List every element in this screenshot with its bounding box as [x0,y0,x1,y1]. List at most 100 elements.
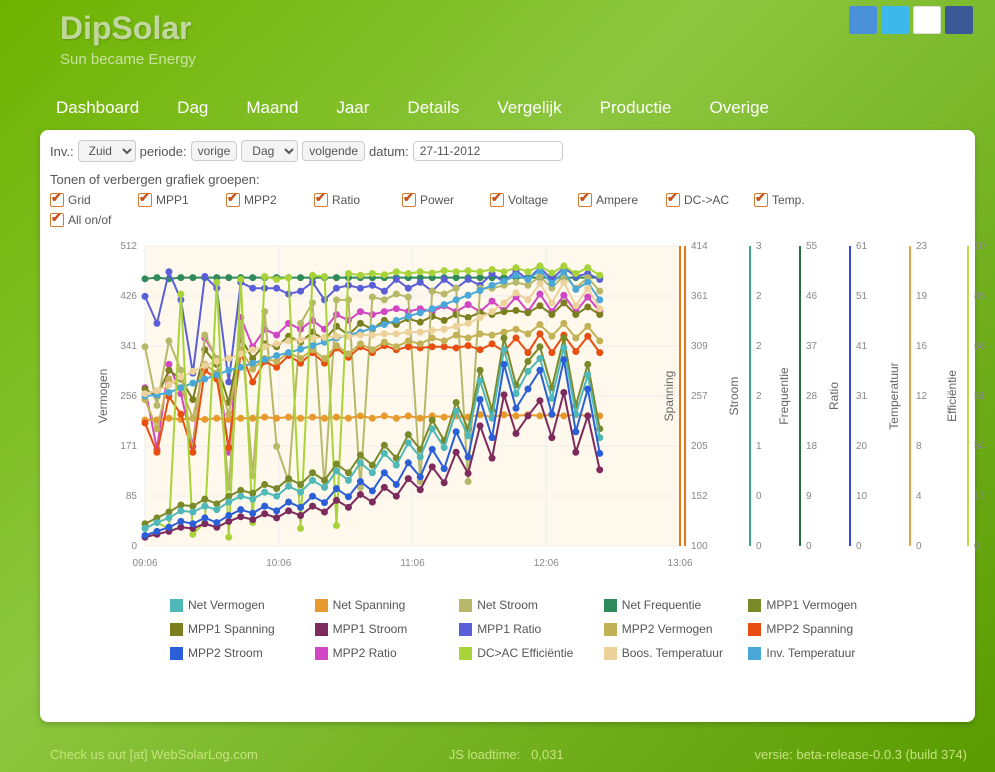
toggle-ampere[interactable]: Ampere [578,193,666,207]
toggle-power[interactable]: Power [402,193,490,207]
svg-text:1: 1 [756,441,762,452]
legend-swatch [315,647,328,660]
social-flickr-icon[interactable] [913,6,941,34]
svg-text:0: 0 [131,541,137,552]
svg-text:51: 51 [856,291,868,302]
legend-swatch [604,647,617,660]
nav-overige[interactable]: Overige [703,92,801,132]
toggle-ratio[interactable]: Ratio [314,193,402,207]
chart-area: 09:0610:0611:0612:0613:06085171256341426… [50,241,965,586]
svg-text:257: 257 [691,391,708,402]
nav-details[interactable]: Details [401,92,491,132]
svg-text:309: 309 [691,341,708,352]
svg-text:61: 61 [856,241,868,252]
toggle-grid[interactable]: Grid [50,193,138,207]
svg-text:51: 51 [974,391,985,402]
legend-item[interactable]: Net Frequentie [604,598,741,612]
svg-text:Ratio: Ratio [827,382,841,410]
prev-button[interactable]: vorige [191,141,238,161]
svg-text:16: 16 [916,341,928,352]
legend-swatch [459,647,472,660]
svg-text:171: 171 [120,441,137,452]
svg-text:85: 85 [126,491,138,502]
period-select[interactable]: Dag [241,140,298,162]
svg-text:414: 414 [691,241,708,252]
svg-text:09:06: 09:06 [132,558,157,569]
legend-swatch [315,623,328,636]
legend-item[interactable]: Inv. Temperatuur [748,646,885,660]
legend-item[interactable]: DC>AC Efficiëntie [459,646,596,660]
inv-label: Inv.: [50,144,74,159]
date-input[interactable] [413,141,563,161]
legend-swatch [459,599,472,612]
toggles: GridMPP1MPP2RatioPowerVoltageAmpereDC->A… [50,193,965,233]
inv-select[interactable]: Zuid [78,140,136,162]
svg-text:17: 17 [974,491,985,502]
toggle-dcac[interactable]: DC->AC [666,193,754,207]
legend-item[interactable]: Net Stroom [459,598,596,612]
legend-swatch [170,623,183,636]
toggle-mpp2[interactable]: MPP2 [226,193,314,207]
legend-item[interactable]: MPP2 Spanning [748,622,885,636]
checkbox-icon [138,193,152,207]
checkbox-icon [754,193,768,207]
svg-text:341: 341 [120,341,137,352]
nav-maand[interactable]: Maand [240,92,330,132]
checkbox-icon [50,213,64,227]
checkbox-icon [490,193,504,207]
nav-dag[interactable]: Dag [171,92,240,132]
svg-text:9: 9 [806,491,812,502]
svg-text:46: 46 [806,291,818,302]
footer-left[interactable]: Check us out [at] WebSolarLog.com [50,747,258,762]
toggle-voltage[interactable]: Voltage [490,193,578,207]
legend-item[interactable]: MPP2 Stroom [170,646,307,660]
checkbox-icon [50,193,64,207]
legend-swatch [748,623,761,636]
legend-swatch [459,623,472,636]
social-twitter-icon[interactable] [881,6,909,34]
svg-text:0: 0 [756,541,762,552]
svg-text:20: 20 [856,441,868,452]
svg-text:102: 102 [974,241,985,252]
toggle-temp[interactable]: Temp. [754,193,842,207]
legend-swatch [315,599,328,612]
svg-text:34: 34 [974,441,985,452]
next-button[interactable]: volgende [302,141,365,161]
legend-item[interactable]: Boos. Temperatuur [604,646,741,660]
social-solar-icon[interactable] [849,6,877,34]
social-facebook-icon[interactable] [945,6,973,34]
svg-text:12: 12 [916,391,928,402]
chart-svg: 09:0610:0611:0612:0613:06085171256341426… [50,241,985,586]
svg-text:4: 4 [916,491,922,502]
svg-text:11:06: 11:06 [400,558,425,569]
checkbox-icon [314,193,328,207]
svg-text:2: 2 [756,391,762,402]
legend-item[interactable]: MPP2 Ratio [315,646,452,660]
legend-swatch [604,599,617,612]
svg-text:512: 512 [120,241,137,252]
legend-item[interactable]: MPP1 Vermogen [748,598,885,612]
legend-item[interactable]: MPP1 Ratio [459,622,596,636]
legend-item[interactable]: MPP1 Spanning [170,622,307,636]
social-icons [849,6,973,34]
nav-vergelijk[interactable]: Vergelijk [491,92,593,132]
svg-text:18: 18 [806,441,818,452]
toggle-allonof[interactable]: All on/of [50,213,138,227]
svg-text:12:06: 12:06 [534,558,559,569]
toggle-mpp1[interactable]: MPP1 [138,193,226,207]
footer-mid: JS loadtime: 0,031 [449,747,564,762]
checkbox-icon [402,193,416,207]
legend-item[interactable]: Net Vermogen [170,598,307,612]
svg-text:55: 55 [806,241,818,252]
legend-item[interactable]: Net Spanning [315,598,452,612]
logo-block: DipSolar Sun became Energy [60,10,196,68]
nav-jaar[interactable]: Jaar [330,92,401,132]
nav-productie[interactable]: Productie [594,92,704,132]
legend-item[interactable]: MPP1 Stroom [315,622,452,636]
svg-text:41: 41 [856,341,868,352]
nav-dashboard[interactable]: Dashboard [50,92,171,132]
svg-text:10: 10 [856,491,868,502]
svg-text:Stroom: Stroom [727,377,741,416]
legend-item[interactable]: MPP2 Vermogen [604,622,741,636]
svg-text:13:06: 13:06 [667,558,692,569]
